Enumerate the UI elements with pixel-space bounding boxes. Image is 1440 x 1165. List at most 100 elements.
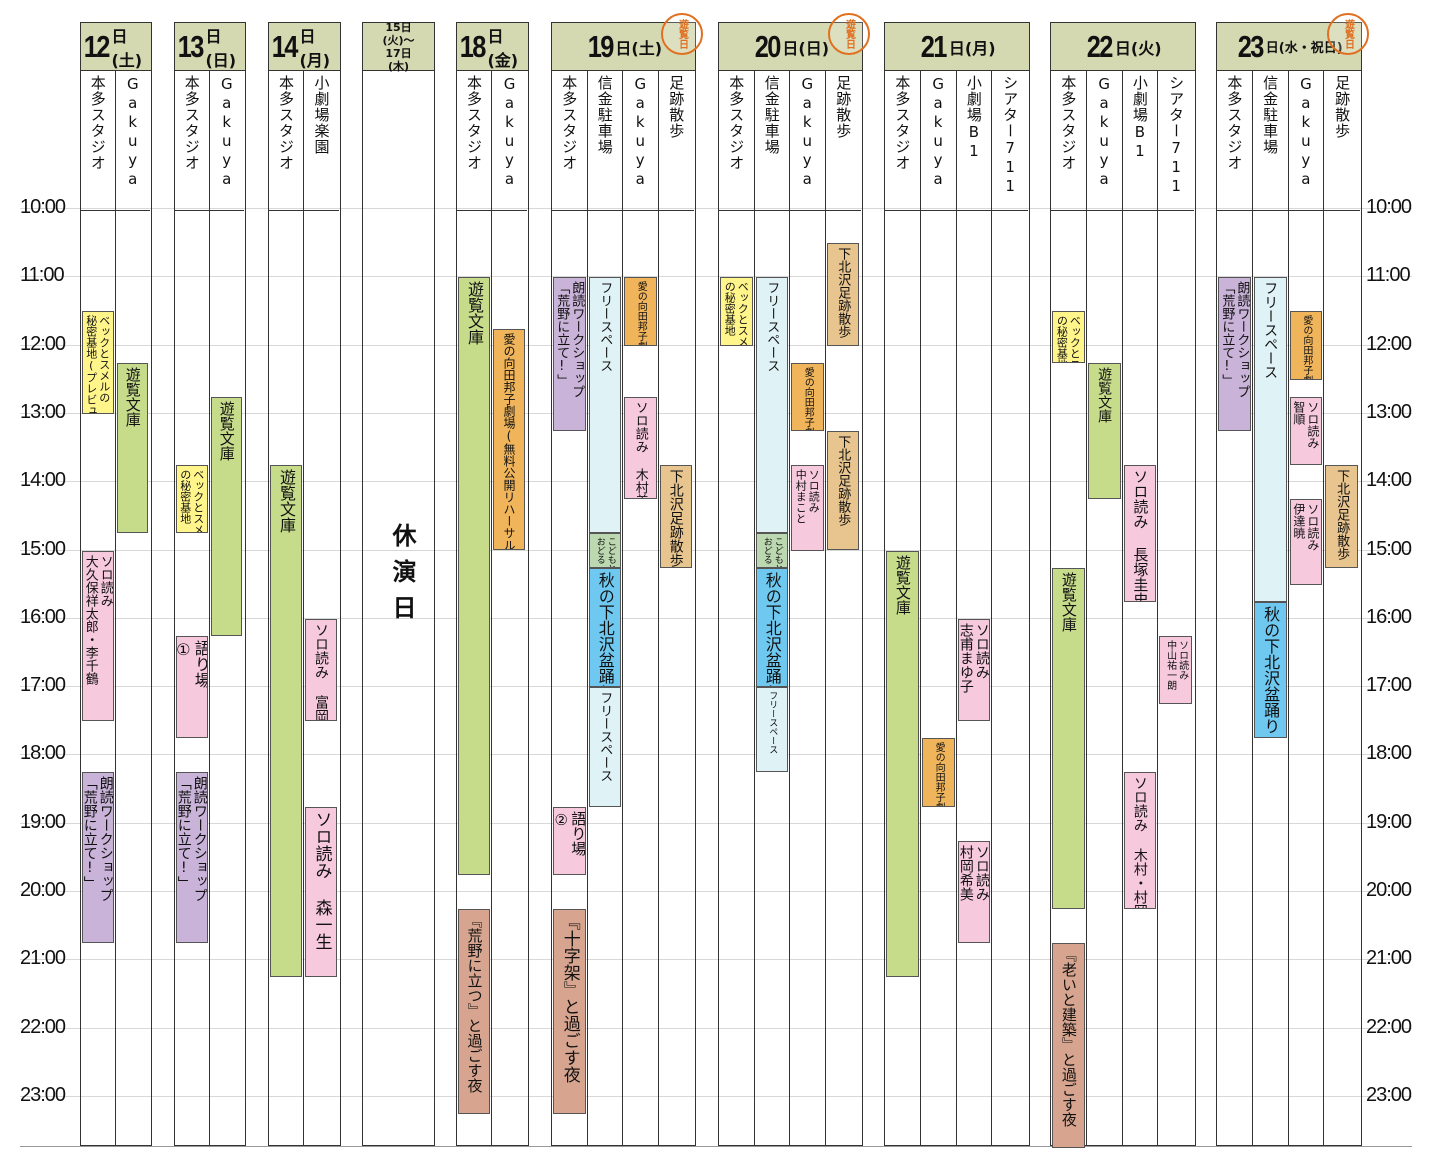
day-number: 13 — [177, 28, 205, 64]
schedule-event[interactable]: ベックとスメル の秘密基地 — [176, 465, 208, 534]
schedule-event[interactable]: 愛の向田邦子劇場 — [1289, 311, 1323, 380]
schedule-event[interactable]: 『老いと建築』と過ごす夜 — [1052, 943, 1085, 1149]
schedule-event[interactable]: こどもと おどる — [755, 533, 788, 568]
schedule-event[interactable]: 下北沢足跡散歩 — [1325, 465, 1358, 568]
schedule-event[interactable]: 下北沢足跡散歩 — [826, 243, 859, 346]
schedule-event[interactable]: 朗読ワークショップ 「荒野に立て!」 — [553, 277, 586, 431]
day-header: 15日(火)〜17日(木) — [363, 21, 434, 73]
schedule-event[interactable]: 『荒野に立つ』と過ごす夜 — [458, 909, 490, 1114]
venue-name: Gakuya — [623, 71, 658, 211]
schedule-event[interactable]: ソロ読み 伊達暁 — [1289, 499, 1323, 585]
hour-gridline — [20, 822, 1412, 824]
schedule-event[interactable]: 愛の向田邦子劇場 — [791, 362, 824, 431]
venue-column: 本多スタジオ ベックとスメル の秘密基地 語り場 ① 朗読ワークショップ 「荒野に立て… — [175, 71, 210, 1145]
venue-name: Gakuya — [790, 71, 825, 211]
schedule-event[interactable]: 遊覧文庫 — [270, 465, 302, 978]
venue-name: 小劇場楽園 — [304, 71, 339, 211]
schedule-event[interactable]: 下北沢足跡散歩 — [826, 430, 859, 551]
venue-column: 小劇場B1 ソロ読み 長塚圭史 ソロ読み 木村・村岡・長塚 — [1122, 71, 1159, 1145]
schedule-event[interactable]: ソロ読み 村岡希美 — [957, 840, 991, 944]
time-label-right: 22:00 — [1366, 1015, 1412, 1038]
day-block: 20 日(日) 遊覧日 本多スタジオ ベックとスメル の秘密基地 信金駐車場 フリースペース… — [718, 13, 870, 1146]
venue-column: シアター711 — [992, 71, 1028, 1145]
day-block: 19 日(土) 遊覧日 本多スタジオ 朗読ワークショップ 「荒野に立て!」 語り場 ② 『十… — [551, 13, 703, 1146]
venue-column: 足跡散歩 下北沢足跡散歩 — [1324, 71, 1360, 1145]
schedule-event[interactable]: ソロ読み 中山祐一朗 — [1159, 635, 1192, 705]
schedule-event[interactable]: 『十字架』と過ごす夜 — [553, 909, 586, 1114]
day-weekday: 日(土) — [111, 26, 143, 70]
schedule-event[interactable]: ソロ読み 中村まこと — [791, 465, 824, 551]
day-header: 22 日(火) — [1051, 23, 1195, 71]
schedule-event[interactable]: 遊覧文庫 — [458, 277, 490, 875]
hour-gridline — [20, 276, 1412, 278]
day-number: 20 — [754, 28, 782, 64]
schedule-event[interactable]: ソロ読み 大久保祥太郎・李千鶴 — [82, 550, 114, 722]
time-label-left: 20:00 — [20, 879, 66, 901]
time-label-right: 21:00 — [1366, 947, 1412, 970]
schedule-event[interactable]: 秋の下北沢盆踊り — [755, 567, 788, 688]
venue-name: 本多スタジオ — [552, 71, 587, 211]
venue-name-empty — [363, 71, 433, 211]
schedule-event[interactable]: 遊覧文庫 — [210, 396, 242, 636]
schedule-event[interactable]: ソロ読み 富岡晃一郎 — [305, 618, 337, 722]
schedule-event[interactable]: ソロ読み 木村・村岡・長塚 — [1123, 772, 1157, 910]
venue-name: シアター711 — [992, 71, 1028, 211]
schedule-event[interactable]: 秋の下北沢盆踊り — [588, 567, 621, 688]
venue-column: 本多スタジオ朗読ワークショップ 「荒野に立て!」語り場 ② 『十字架』と過ごす夜 — [552, 71, 588, 1145]
venue-column: 足跡散歩 下北沢足跡散歩 下北沢足跡散歩 — [825, 71, 861, 1145]
schedule-event[interactable]: ソロ読み 長塚圭史 — [1123, 465, 1157, 602]
schedule-event[interactable]: 朗読ワークショップ 「荒野に立て!」 — [1218, 277, 1251, 431]
time-label-right: 19:00 — [1366, 810, 1412, 833]
day-number: 14 — [271, 28, 299, 64]
venue-name: Gakuya — [209, 71, 244, 211]
venue-name: Gakuya — [920, 71, 956, 211]
time-label-right: 11:00 — [1366, 264, 1411, 287]
schedule-event[interactable]: ソロ読み 森一生 — [305, 806, 337, 978]
venue-name: Gakuya — [1288, 71, 1324, 211]
hour-gridline — [20, 959, 1412, 961]
schedule-event[interactable]: フリースペース — [755, 277, 788, 534]
venue-column: 小劇場B1 ソロ読み 志甫まゆ子 ソロ読み 村岡希美 — [956, 71, 993, 1145]
venue-column: 信金駐車場 フリースペース こどもと おどる 秋の下北沢盆踊り フリースペース — [587, 71, 623, 1145]
schedule-event[interactable]: フリースペース — [1253, 277, 1287, 602]
schedule-event[interactable]: こどもと おどる — [588, 533, 621, 568]
time-label-left: 17:00 — [20, 674, 66, 697]
day-number: 12 — [83, 28, 111, 64]
time-label-left: 23:00 — [20, 1083, 66, 1106]
venue-column: Gakuya 遊覧文庫 — [209, 71, 244, 1145]
schedule-event[interactable]: ソロ読み 志甫まゆ子 — [957, 618, 991, 722]
schedule-event[interactable]: ベックとスメル の秘密基地 — [1052, 311, 1085, 363]
schedule-event[interactable]: 愛の向田邦子劇場 — [624, 277, 657, 346]
schedule-event[interactable]: フリースペース — [588, 277, 621, 534]
schedule-event[interactable]: 遊覧文庫 — [1052, 567, 1085, 910]
day-weekday: 日(月) — [299, 26, 331, 70]
schedule-event[interactable]: 遊覧文庫 — [1087, 362, 1121, 500]
venue-column: 信金駐車場 フリースペース 秋の下北沢盆踊り — [1252, 71, 1289, 1145]
time-label-right: 12:00 — [1366, 332, 1412, 355]
venue-name: 本多スタジオ — [457, 71, 491, 211]
schedule-event[interactable]: 下北沢足跡散歩 — [659, 465, 692, 568]
venue-name: 本多スタジオ — [81, 71, 115, 211]
day-header: 14 日(月) — [269, 23, 340, 71]
venue-column: Gakuya 愛の向田邦子劇場 — [920, 71, 957, 1145]
schedule-event[interactable]: 遊覧文庫 — [886, 550, 919, 978]
time-label-right: 17:00 — [1366, 674, 1412, 697]
schedule-event[interactable]: フリースペース — [755, 687, 788, 773]
venue-name: 足跡散歩 — [658, 71, 694, 211]
time-label-left: 21:00 — [20, 947, 66, 970]
schedule-event[interactable]: ベックとスメルの 秘密基地(プレビュー) — [82, 311, 114, 414]
schedule-event[interactable]: 朗読ワークショップ 「荒野に立て!」 — [176, 772, 208, 944]
schedule-event[interactable]: 愛の向田邦子劇場 — [921, 738, 955, 807]
schedule-event[interactable]: 愛の向田邦子劇場(無料公開リハーサル) — [493, 328, 525, 551]
day-block: 23 日(水・祝日) 遊覧日 本多スタジオ 朗読ワークショップ 「荒野に立て!」 信金駐車… — [1216, 13, 1369, 1146]
schedule-event[interactable]: 朗読ワークショップ 「荒野に立て!」 — [82, 772, 114, 944]
schedule-event[interactable]: フリースペース — [588, 687, 621, 807]
schedule-event[interactable]: ベックとスメル の秘密基地 — [720, 277, 753, 346]
schedule-event[interactable]: 語り場 ① — [176, 635, 208, 739]
schedule-event[interactable]: 語り場 ② — [553, 806, 586, 875]
schedule-event[interactable]: ソロ読み 木村美月 — [624, 396, 657, 500]
schedule-event[interactable]: 遊覧文庫 — [116, 362, 148, 534]
schedule-event[interactable]: 秋の下北沢盆踊り — [1253, 601, 1287, 739]
schedule-event[interactable]: ソロ読み 智順 — [1289, 396, 1323, 466]
